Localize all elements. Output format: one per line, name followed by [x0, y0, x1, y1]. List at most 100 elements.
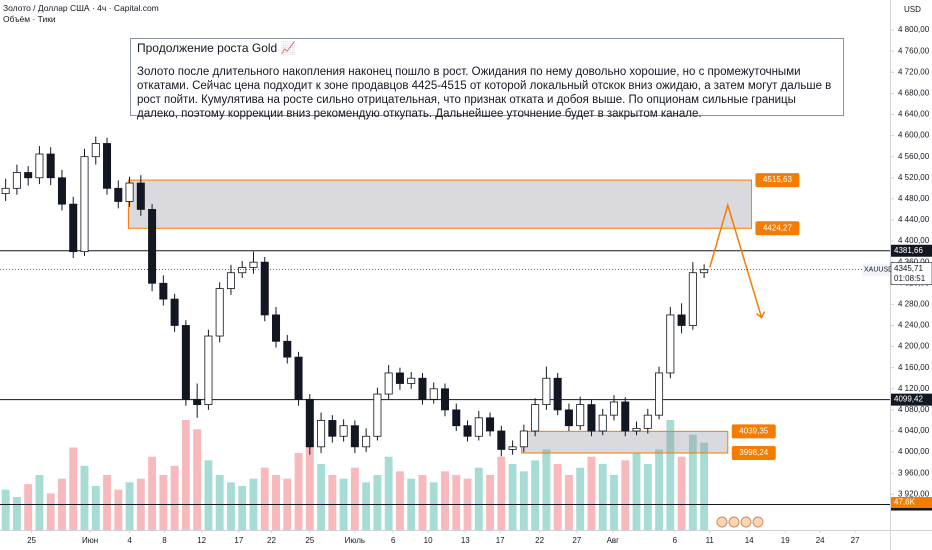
- y-tick-label: 4 360,00: [898, 257, 930, 266]
- volume-bar: [91, 486, 100, 530]
- candle-body: [181, 325, 190, 400]
- volume-bar: [35, 475, 44, 530]
- volume-bar: [114, 489, 123, 530]
- volume-bar: [103, 475, 111, 530]
- candle-body: [91, 143, 100, 158]
- level-label: 4099,42: [894, 395, 923, 404]
- candle-body: [204, 335, 213, 406]
- candle-body: [452, 409, 461, 427]
- volume-bar: [441, 471, 449, 530]
- volume-bar: [69, 447, 78, 530]
- volume-bar: [632, 453, 641, 530]
- volume-bar: [294, 453, 303, 530]
- x-tick-label: 27: [851, 536, 860, 545]
- zone-label: 4515,63: [763, 175, 792, 184]
- volume-bar: [452, 475, 461, 530]
- volume-bar: [497, 456, 506, 530]
- level-label-box: [891, 393, 932, 406]
- volume-bar: [373, 475, 382, 530]
- event-icon: [740, 516, 752, 528]
- volume-bar: [519, 471, 528, 530]
- x-tick-label: 8: [162, 536, 167, 545]
- candle-body: [24, 172, 33, 179]
- candle-body: [294, 356, 303, 400]
- last-price: 4345,71: [894, 264, 923, 273]
- volume-bar: [46, 493, 55, 530]
- y-tick-label: 4 200,00: [898, 342, 930, 351]
- volume-bar: [587, 456, 596, 530]
- volume-bar: [305, 438, 314, 530]
- arrow-head: [756, 311, 766, 319]
- forecast-arrow: [709, 202, 763, 318]
- volume-bar: [418, 475, 427, 530]
- volume-bar: [677, 456, 686, 530]
- candle-body: [632, 427, 641, 432]
- candle-body: [643, 414, 652, 429]
- event-icon: [752, 516, 764, 528]
- candle-body: [621, 401, 630, 432]
- volume-bar: [181, 420, 190, 530]
- x-tick-label: Июль: [345, 536, 365, 545]
- volume-bar: [80, 465, 89, 530]
- candle-body: [159, 282, 168, 300]
- candle-body: [429, 388, 438, 400]
- volume-bar: [666, 420, 675, 530]
- y-tick-label: 4 560,00: [898, 152, 930, 161]
- candle-body: [609, 401, 618, 416]
- x-tick-label: 17: [496, 536, 505, 545]
- y-tick-label: 4 640,00: [898, 110, 930, 119]
- candle-body: [474, 417, 483, 437]
- candle-body: [57, 177, 66, 205]
- y-tick-label: 4 080,00: [898, 405, 930, 414]
- note: Продолжение роста Gold 📈 Золото после дл…: [130, 38, 844, 120]
- volume-bar: [215, 475, 224, 530]
- x-tick-label: 6: [391, 536, 396, 545]
- candle-body: [125, 182, 134, 202]
- volume-bar: [508, 464, 517, 530]
- candle-body: [362, 435, 371, 448]
- note-text: Золото после длительного накопления нако…: [137, 66, 832, 120]
- event-icon: [716, 516, 728, 528]
- volume-bar: [553, 464, 562, 530]
- volume-bar: [655, 449, 663, 530]
- candle-body: [531, 404, 540, 432]
- symbol-tag: XAUUSD: [864, 267, 893, 274]
- volume-bar: [688, 434, 697, 530]
- note-title: Продолжение роста Gold 📈: [137, 41, 296, 55]
- volume-bar: [260, 467, 269, 530]
- zone: [521, 430, 729, 454]
- symbol-tag-box: [862, 263, 890, 276]
- zone-label: 4424,27: [763, 223, 792, 232]
- volume-title: Объём · Тики: [3, 14, 56, 24]
- candle-body: [542, 377, 551, 406]
- candle-body: [700, 269, 709, 274]
- y-tick-label: 4 120,00: [898, 384, 930, 393]
- volume-bar: [486, 475, 495, 530]
- candle-body: [395, 372, 404, 384]
- y-tick-label: 3 960,00: [898, 468, 930, 477]
- candle-body: [249, 261, 258, 268]
- volume-bar: [238, 486, 247, 530]
- candle-body: [486, 417, 495, 432]
- candle-body: [666, 314, 675, 374]
- candle-body: [553, 377, 562, 411]
- y-tick-label: 4 440,00: [898, 215, 930, 224]
- zone-label-box: [755, 221, 800, 236]
- y-tick-label: 4 800,00: [898, 25, 930, 34]
- candle-body: [283, 340, 292, 358]
- volume-label: 47,6K: [894, 498, 916, 507]
- volume-bar: [610, 475, 618, 530]
- x-tick-label: 10: [424, 536, 433, 545]
- candle-body: [598, 414, 607, 432]
- y-tick-label: 4 680,00: [898, 88, 930, 97]
- y-tick-label: 4 760,00: [898, 46, 930, 55]
- currency: USD: [904, 5, 921, 14]
- zone-label: 4039,35: [739, 426, 768, 435]
- candle-body: [193, 398, 202, 406]
- candle-body: [407, 377, 416, 384]
- volume-bar: [362, 482, 371, 530]
- candle-body: [215, 288, 224, 337]
- level-label-box: [891, 244, 932, 257]
- level-label: 4381,66: [894, 246, 923, 255]
